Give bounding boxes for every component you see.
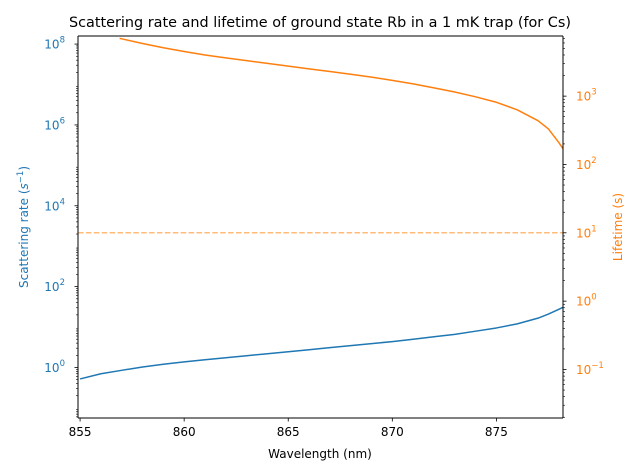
series-layer (78, 37, 563, 380)
y-left-label-close: ) (17, 166, 31, 171)
x-axis: 855 860 865 870 875 (69, 418, 508, 439)
y-axis-right-label: Lifetime (s) (611, 193, 625, 261)
series-line-scattering-rate (79, 306, 563, 380)
plot-background (78, 36, 563, 418)
y-left-label-symbol: s (17, 183, 31, 189)
y-axis-left: 100 102 104 106 108 (44, 36, 78, 418)
y-left-tick-label: 108 (44, 36, 65, 52)
y-axis-left-label: Scattering rate (s−1) (16, 166, 31, 288)
y-right-tick-label: 10−1 (576, 361, 604, 377)
plot-area (77, 35, 564, 419)
y-left-tick-label: 106 (44, 116, 65, 132)
y-left-label-base: Scattering rate ( (17, 189, 31, 288)
y-left-tick-label: 104 (44, 197, 65, 213)
x-tick-label: 875 (485, 425, 508, 439)
y-left-tick-label: 102 (44, 278, 65, 294)
x-tick-label: 855 (69, 425, 92, 439)
y-right-tick-label: 100 (576, 293, 597, 309)
series-line-lifetime (119, 37, 563, 150)
chart-title: Scattering rate and lifetime of ground s… (69, 15, 571, 31)
y-right-tick-label: 101 (576, 224, 597, 240)
x-tick-label: 865 (277, 425, 300, 439)
y-axis-right: 10−1 100 101 102 103 (563, 38, 604, 418)
y-left-tick-label: 100 (44, 359, 65, 375)
y-right-tick-label: 103 (576, 88, 597, 104)
x-axis-label: Wavelength (nm) (268, 447, 372, 461)
y-right-tick-label: 102 (576, 156, 597, 172)
y-left-label-exponent: −1 (16, 171, 26, 184)
x-tick-label: 870 (381, 425, 404, 439)
x-tick-label: 860 (173, 425, 196, 439)
